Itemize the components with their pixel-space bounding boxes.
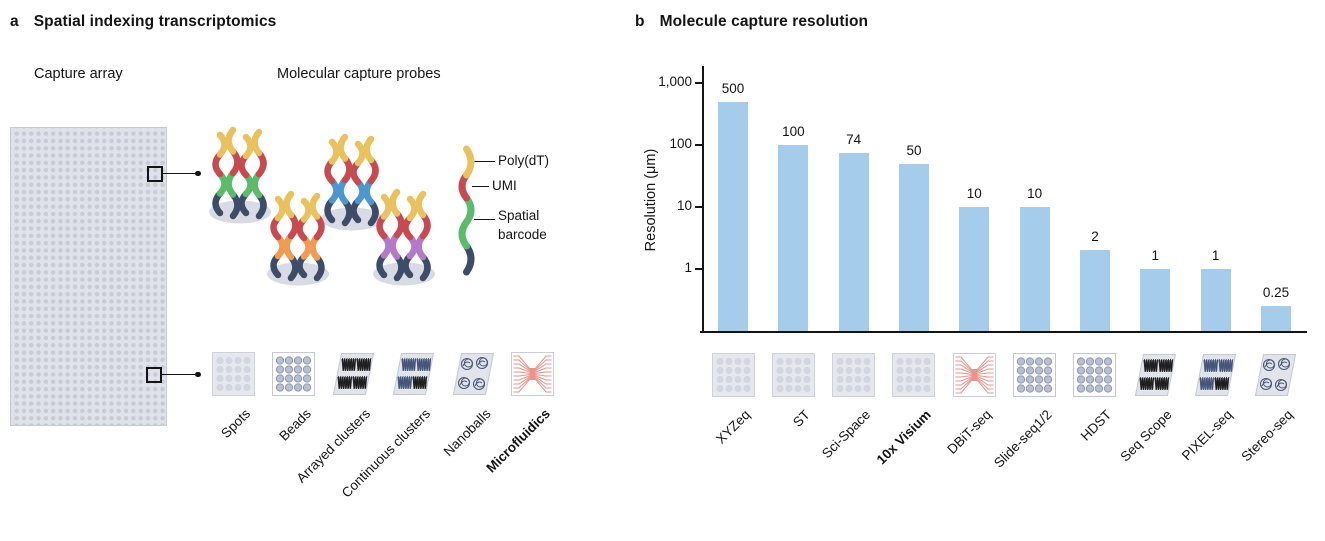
panel-a-title: Spatial indexing transcriptomics (33, 13, 277, 30)
microfluidics-icon (511, 352, 554, 396)
legend-label-spatial-line1: Spatial (498, 208, 540, 223)
y-tick-mark (695, 82, 702, 84)
array-type-label: Beads (275, 406, 314, 444)
y-tick-label: 100 (669, 136, 692, 151)
bar-category-label: Stereo-seq (1238, 407, 1296, 465)
panel-b-letter: b (635, 13, 645, 30)
bar-category-label: Seq Scope (1117, 407, 1175, 465)
bar-value-label: 1 (1211, 248, 1220, 263)
bar (1260, 306, 1291, 331)
legend-line-spatial (474, 219, 495, 221)
bar-value-label: 50 (906, 142, 922, 158)
bar (959, 207, 990, 331)
bar (718, 101, 748, 331)
bar-value-label: 1 (1151, 248, 1160, 263)
y-tick-label: 1 (684, 260, 692, 275)
array-type-label: Spots (218, 406, 254, 442)
y-tick-label: 1,000 (658, 74, 692, 89)
legend-label-polydt: Poly(dT) (498, 153, 550, 168)
bar-value-label: 500 (721, 80, 745, 96)
y-tick-label: 10 (676, 198, 692, 213)
legend-line-polydt (474, 161, 495, 163)
spots-icon (771, 353, 815, 397)
callout-dot-top (195, 170, 201, 176)
capture-array (10, 127, 167, 426)
bar-category-label: 10x Visium (873, 407, 934, 468)
bar-category-label: HDST (1077, 407, 1115, 444)
callout-square-bottom (146, 367, 162, 383)
bar-value-label: 10 (966, 186, 982, 201)
beads-icon (1013, 353, 1057, 397)
bar (778, 145, 809, 331)
y-axis-line (702, 66, 704, 333)
spots-icon (892, 353, 936, 397)
bar-category-label: XYZeq (712, 407, 753, 447)
beads-icon (1073, 353, 1117, 397)
bar-value-label: 74 (846, 132, 862, 148)
bar-category-label: PIXEL-seq (1178, 407, 1236, 464)
bar-category-label: Sci-Space (819, 407, 874, 462)
bar (898, 163, 929, 331)
arrayed-clusters-icon (1134, 354, 1176, 396)
panel-a-heading: a Spatial indexing transcriptomics (10, 13, 276, 31)
bar-category-label: ST (790, 407, 813, 430)
callout-line-top (163, 173, 196, 175)
bar-value-label: 2 (1091, 229, 1099, 245)
callout-dot-bottom (195, 371, 201, 377)
bar-value-label: 0.25 (1262, 285, 1290, 301)
callout-square-top (147, 166, 163, 182)
bar (838, 153, 869, 331)
panel-b-title: Molecule capture resolution (659, 13, 869, 30)
bar (1200, 269, 1231, 331)
probe-structure-strand (458, 145, 475, 276)
arrayed-clusters-icon (332, 353, 375, 395)
x-axis-line (700, 331, 1307, 333)
bar (1019, 207, 1050, 331)
spots-icon (832, 353, 876, 397)
bar-category-label: Slide-seq1/2 (990, 407, 1055, 471)
bar-value-label: 100 (782, 124, 805, 139)
legend-label-umi: UMI (492, 178, 517, 193)
beads-icon (272, 352, 315, 396)
y-tick-mark (695, 206, 702, 208)
nanoballs-icon (1255, 354, 1297, 396)
legend-label-spatial-line2: barcode (498, 227, 547, 242)
bar-value-label: 10 (1027, 186, 1043, 201)
legend-line-umi (472, 186, 489, 188)
continuous-clusters-icon (1195, 354, 1237, 396)
probe-clusters-illustration (209, 126, 435, 286)
panel-b-heading: b Molecule capture resolution (635, 13, 868, 31)
microfluidics-icon (952, 353, 996, 397)
y-tick-mark (695, 268, 702, 270)
continuous-clusters-icon (392, 353, 435, 395)
spots-icon (212, 352, 255, 396)
spots-icon (711, 353, 755, 397)
probes-label: Molecular capture probes (277, 66, 441, 82)
legend-label-spatial-barcode: Spatial barcode (498, 206, 547, 244)
panel-a-letter: a (10, 13, 19, 30)
bar (1079, 250, 1110, 331)
callout-line-bottom (162, 374, 195, 376)
y-tick-mark (695, 144, 702, 146)
bar (1140, 269, 1171, 331)
bar-category-label: DBiT-seq (944, 407, 994, 457)
array-type-label: Nanoballs (440, 406, 494, 460)
capture-array-label: Capture array (34, 66, 123, 82)
nanoballs-icon (452, 353, 495, 395)
